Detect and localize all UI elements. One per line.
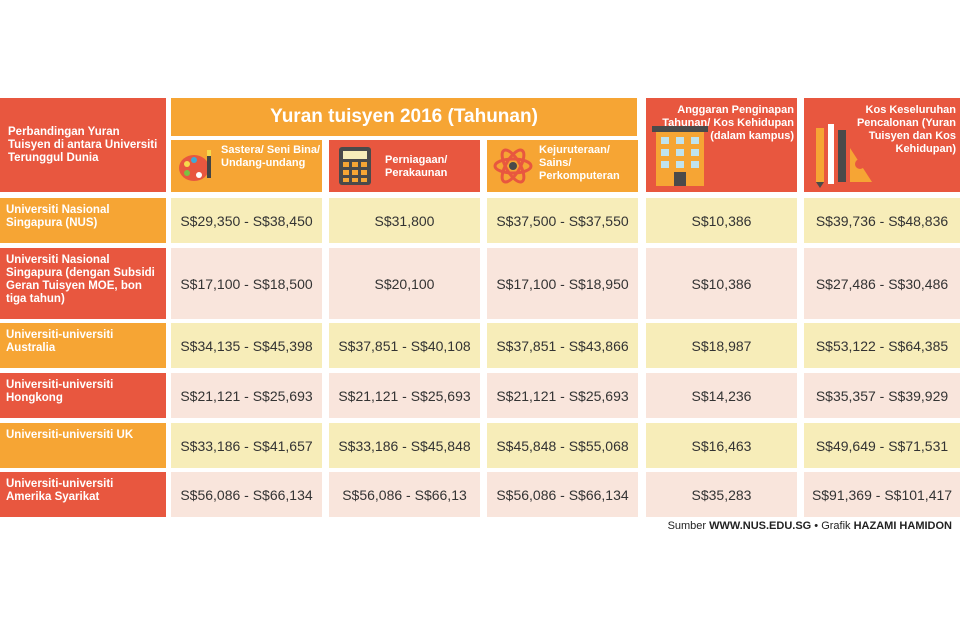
table-cell-engineering: S$37,851 - S$43,866: [487, 323, 638, 368]
table-cell-arts: S$34,135 - S$45,398: [171, 323, 322, 368]
stationery-icon: [816, 124, 872, 188]
credits-source: WWW.NUS.EDU.SG: [709, 520, 812, 532]
col-header-living: Anggaran Penginapan Tahunan/ Kos Kehidup…: [646, 98, 797, 192]
table-cell-business: S$56,086 - S$66,13: [329, 472, 480, 517]
calculator-icon: [339, 147, 371, 185]
table-cell-living: S$10,386: [646, 198, 797, 243]
table-cell-engineering: S$56,086 - S$66,134: [487, 472, 638, 517]
table-cell-arts: S$21,121 - S$25,693: [171, 373, 322, 418]
row-label: Universiti-universiti Amerika Syarikat: [0, 472, 166, 517]
table-cell-total: S$35,357 - S$39,929: [804, 373, 960, 418]
palette-icon: [179, 150, 211, 181]
table-cell-business: S$33,186 - S$45,848: [329, 423, 480, 468]
table-cell-living: S$10,386: [646, 248, 797, 319]
row-label: Universiti Nasional Singapura (NUS): [0, 198, 166, 243]
comparison-label-text: Perbandingan Yuran Tuisyen di antara Uni…: [8, 125, 158, 164]
table-cell-living: S$14,236: [646, 373, 797, 418]
table-cell-business: S$31,800: [329, 198, 480, 243]
table-cell-living: S$18,987: [646, 323, 797, 368]
col-header-engineering-text: Kejuruteraan/ Sains/ Perkomputeran: [539, 144, 620, 182]
table-cell-living: S$35,283: [646, 472, 797, 517]
table-cell-total: S$39,736 - S$48,836: [804, 198, 960, 243]
row-label: Universiti Nasional Singapura (dengan Su…: [0, 248, 166, 319]
table-cell-total: S$53,122 - S$64,385: [804, 323, 960, 368]
comparison-label: Perbandingan Yuran Tuisyen di antara Uni…: [0, 98, 166, 192]
credits: Sumber WWW.NUS.EDU.SG • Grafik HAZAMI HA…: [560, 520, 952, 532]
table-cell-living: S$16,463: [646, 423, 797, 468]
table-cell-engineering: S$37,500 - S$37,550: [487, 198, 638, 243]
atom-icon: [493, 148, 533, 184]
table-cell-engineering: S$17,100 - S$18,950: [487, 248, 638, 319]
col-header-business: Perniagaan/ Perakaunan: [329, 140, 480, 192]
col-header-business-text: Perniagaan/ Perakaunan: [385, 154, 448, 179]
tuition-title: Yuran tuisyen 2016 (Tahunan): [171, 98, 637, 136]
row-label: Universiti-universiti UK: [0, 423, 166, 468]
table-cell-engineering: S$21,121 - S$25,693: [487, 373, 638, 418]
table-cell-arts: S$29,350 - S$38,450: [171, 198, 322, 243]
table-cell-business: S$37,851 - S$40,108: [329, 323, 480, 368]
table-cell-total: S$27,486 - S$30,486: [804, 248, 960, 319]
table-cell-total: S$91,369 - S$101,417: [804, 472, 960, 517]
col-header-engineering: Kejuruteraan/ Sains/ Perkomputeran: [487, 140, 638, 192]
credits-graphic: HAZAMI HAMIDON: [853, 520, 952, 532]
table-cell-total: S$49,649 - S$71,531: [804, 423, 960, 468]
table-cell-engineering: S$45,848 - S$55,068: [487, 423, 638, 468]
col-header-total: Kos Keseluruhan Pencalonan (Yuran Tuisye…: [804, 98, 960, 192]
table-cell-business: S$21,121 - S$25,693: [329, 373, 480, 418]
building-icon: [652, 126, 708, 186]
col-header-arts: Sastera/ Seni Bina/ Undang-undang: [171, 140, 322, 192]
tuition-title-text: Yuran tuisyen 2016 (Tahunan): [270, 106, 538, 127]
row-label: Universiti-universiti Hongkong: [0, 373, 166, 418]
col-header-total-text: Kos Keseluruhan Pencalonan (Yuran Tuisye…: [856, 104, 956, 155]
credits-separator: •: [814, 520, 819, 532]
table-cell-arts: S$17,100 - S$18,500: [171, 248, 322, 319]
col-header-living-text: Anggaran Penginapan Tahunan/ Kos Kehidup…: [662, 104, 794, 142]
credits-graphic-prefix: Grafik: [821, 520, 851, 532]
col-header-arts-text: Sastera/ Seni Bina/ Undang-undang: [221, 144, 321, 169]
table-cell-business: S$20,100: [329, 248, 480, 319]
table-cell-arts: S$56,086 - S$66,134: [171, 472, 322, 517]
row-label: Universiti-universiti Australia: [0, 323, 166, 368]
credits-source-prefix: Sumber: [667, 520, 707, 532]
table-cell-arts: S$33,186 - S$41,657: [171, 423, 322, 468]
